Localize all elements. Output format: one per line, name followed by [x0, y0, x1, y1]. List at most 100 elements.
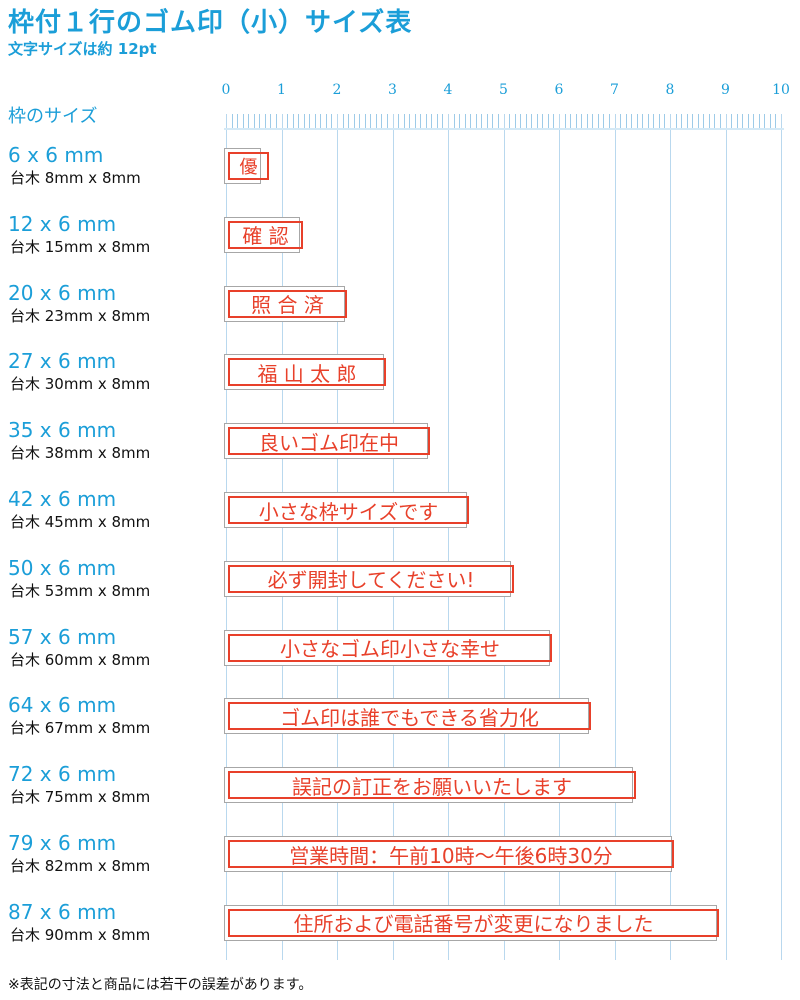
ruler-mm-tick: [609, 114, 610, 128]
ruler-mm-tick: [454, 114, 455, 128]
block-size-label: 台木 23mm x 8mm: [10, 306, 151, 325]
frame-size-label: 20 x 6 mm: [8, 280, 117, 305]
ruler-mm-tick: [354, 114, 355, 128]
ruler-mm-tick: [470, 114, 471, 128]
ruler-label-7: 7: [610, 82, 619, 98]
stamp-impression: 福 山 太 郎: [228, 358, 386, 387]
block-size-label: 台木 15mm x 8mm: [10, 237, 151, 256]
ruler-mm-tick: [676, 114, 677, 128]
block-size-label: 台木 67mm x 8mm: [10, 719, 151, 738]
ruler-mm-tick: [542, 114, 543, 128]
frame-size-label: 42 x 6 mm: [8, 487, 117, 511]
frame-size-header: 枠のサイズ: [8, 106, 98, 127]
ruler-mm-tick: [381, 114, 382, 128]
block-size-label: 台木 90mm x 8mm: [10, 925, 151, 944]
ruler-mm-tick: [587, 114, 588, 128]
ruler-mm-tick: [692, 114, 693, 128]
grid-line-9cm: [726, 114, 727, 960]
frame-size-label: 12 x 6 mm: [8, 211, 117, 236]
stamp-impression: 確 認: [228, 220, 303, 249]
ruler-mm-tick: [243, 114, 244, 128]
font-size-note: 文字サイズは約 12pt: [8, 40, 157, 58]
ruler-label-0: 0: [221, 82, 231, 98]
ruler-mm-tick: [753, 114, 754, 128]
ruler-label-2: 2: [332, 82, 342, 98]
grid-line-7cm: [615, 114, 616, 960]
ruler-mm-tick: [492, 114, 493, 128]
block-size-label: 台木 60mm x 8mm: [10, 650, 151, 669]
ruler-mm-tick: [465, 114, 466, 128]
ruler-mm-tick: [298, 114, 299, 128]
grid-line-10cm: [781, 114, 782, 960]
stamp-block: 小さなゴム印小さな幸せ: [224, 629, 552, 666]
ruler-label-10: 10: [772, 82, 790, 98]
block-size-label: 台木 45mm x 8mm: [10, 513, 151, 531]
ruler-mm-tick: [687, 114, 688, 128]
ruler-label-6: 6: [554, 82, 564, 98]
ruler-mm-tick: [387, 114, 388, 128]
frame-size-label: 79 x 6 mm: [8, 831, 117, 855]
frame-size-label: 64 x 6 mm: [8, 693, 117, 718]
frame-size-label: 57 x 6 mm: [8, 624, 117, 649]
ruler-mm-tick: [237, 114, 238, 128]
ruler-mm-tick: [365, 114, 366, 128]
ruler-mm-tick: [526, 114, 527, 128]
ruler-mm-tick: [664, 114, 665, 128]
ruler-mm-tick: [409, 114, 410, 128]
stamp-block: 住所および電話番号が変更になりました: [224, 904, 719, 941]
stamp-block: 営業時間：午前10時～午後6時30分: [224, 836, 674, 872]
grid-line-6cm: [559, 114, 560, 960]
ruler-label-5: 5: [499, 82, 508, 98]
ruler-baseline: [224, 128, 784, 130]
ruler-mm-tick: [620, 114, 621, 128]
ruler-label-1: 1: [277, 82, 286, 98]
ruler-mm-tick: [659, 114, 660, 128]
ruler-mm-tick: [476, 114, 477, 128]
page-title: 枠付１行のゴム印（小）サイズ表: [8, 8, 413, 38]
ruler-mm-tick: [259, 114, 260, 128]
stamp-block: 良いゴム印在中: [224, 423, 430, 460]
ruler-mm-tick: [415, 114, 416, 128]
ruler-mm-tick: [642, 114, 643, 128]
ruler-mm-tick: [359, 114, 360, 128]
grid-line-3cm: [393, 114, 394, 960]
ruler-mm-tick: [576, 114, 577, 128]
ruler-mm-tick: [254, 114, 255, 128]
ruler-mm-tick: [770, 114, 771, 128]
stamp-block: 福 山 太 郎: [224, 354, 386, 391]
stamp-impression: 誤記の訂正をお願いいたします: [228, 771, 636, 800]
grid-line-8cm: [670, 114, 671, 960]
ruler-mm-tick: [276, 114, 277, 128]
ruler-mm-tick: [598, 114, 599, 128]
frame-size-label: 72 x 6 mm: [8, 762, 117, 787]
stamp-block: 小さな枠サイズです: [224, 492, 469, 528]
ruler-mm-tick: [331, 114, 332, 128]
ruler-mm-tick: [437, 114, 438, 128]
block-size-label: 台木 53mm x 8mm: [10, 581, 151, 600]
stamp-block: 優: [224, 148, 269, 184]
ruler-mm-tick: [537, 114, 538, 128]
ruler-mm-tick: [265, 114, 266, 128]
grid-line-1cm: [282, 114, 283, 960]
ruler-mm-tick: [731, 114, 732, 128]
ruler-mm-tick: [603, 114, 604, 128]
ruler-mm-tick: [270, 114, 271, 128]
ruler-mm-tick: [343, 114, 344, 128]
ruler-mm-tick: [759, 114, 760, 128]
grid-line-4cm: [448, 114, 449, 960]
ruler-mm-tick: [764, 114, 765, 128]
ruler-mm-tick: [737, 114, 738, 128]
ruler-mm-tick: [698, 114, 699, 128]
ruler-label-9: 9: [721, 82, 730, 98]
ruler-mm-tick: [293, 114, 294, 128]
ruler-mm-tick: [232, 114, 233, 128]
ruler-mm-tick: [648, 114, 649, 128]
stamp-block: ゴム印は誰でもできる省力化: [224, 698, 591, 735]
ruler-mm-tick: [287, 114, 288, 128]
ruler-mm-tick: [248, 114, 249, 128]
ruler-mm-tick: [637, 114, 638, 128]
stamp-block: 照 合 済: [224, 285, 347, 322]
ruler-mm-tick: [631, 114, 632, 128]
frame-size-label: 87 x 6 mm: [8, 899, 117, 924]
ruler-mm-tick: [748, 114, 749, 128]
